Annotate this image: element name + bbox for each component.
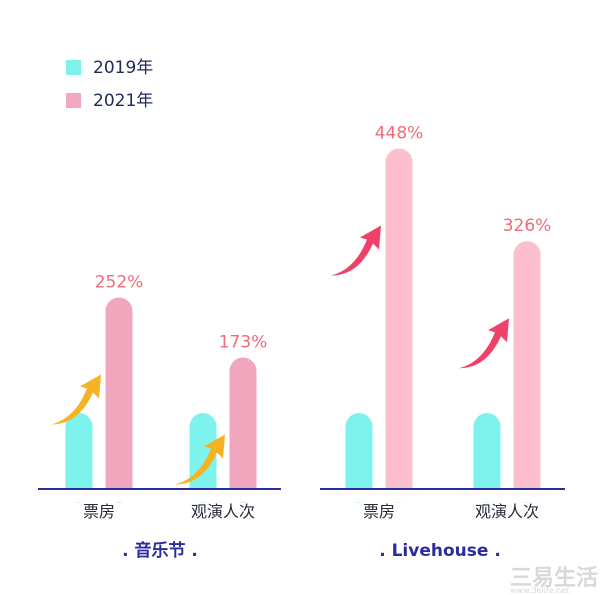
chart-panel-livehouse: 448% 票房 326% 观演人次 . Livehouse .: [320, 124, 565, 561]
watermark-text: 三易生活: [510, 566, 598, 591]
bar-2021: [513, 241, 541, 503]
growth-label: 173%: [219, 333, 268, 353]
category-label: 观演人次: [191, 502, 255, 521]
bar-2019: [345, 413, 373, 503]
bar-2021: [105, 297, 133, 503]
legend-label: 2019年: [93, 58, 153, 78]
growth-label: 326%: [503, 216, 552, 236]
panel-title: . 音乐节 .: [122, 540, 198, 561]
bar-2019: [189, 413, 217, 503]
arrow-shape: [459, 318, 509, 369]
legend-swatch: [66, 93, 81, 108]
bar-2021: [385, 148, 413, 503]
bar-2019: [65, 413, 93, 503]
growth-arrow-icon: [459, 318, 509, 369]
growth-label: 448%: [375, 124, 424, 144]
growth-arrow-icon: [51, 374, 101, 425]
watermark: 三易生活 www.3elife.net: [510, 566, 598, 595]
watermark-url: www.3elife.net: [510, 586, 569, 595]
growth-arrow-icon: [175, 434, 225, 485]
chart-panel-festival: 252% 票房 173% 观演人次 . 音乐节 .: [38, 272, 281, 561]
growth-label: 252%: [95, 272, 144, 292]
legend-label: 2021年: [93, 91, 153, 111]
category-label: 票房: [83, 502, 115, 521]
arrow-shape: [51, 374, 101, 425]
arrow-shape: [331, 225, 381, 276]
growth-arrow-icon: [331, 225, 381, 276]
legend: 2019年 2021年: [66, 58, 153, 111]
legend-swatch: [66, 60, 81, 75]
arrow-shape: [175, 434, 225, 485]
category-label: 票房: [363, 502, 395, 521]
axis-cover: [38, 490, 281, 502]
bar-2019: [473, 413, 501, 503]
bar-2021: [229, 357, 257, 503]
panel-title: . Livehouse .: [379, 541, 501, 561]
axis-cover: [320, 490, 565, 502]
category-label: 观演人次: [475, 502, 539, 521]
